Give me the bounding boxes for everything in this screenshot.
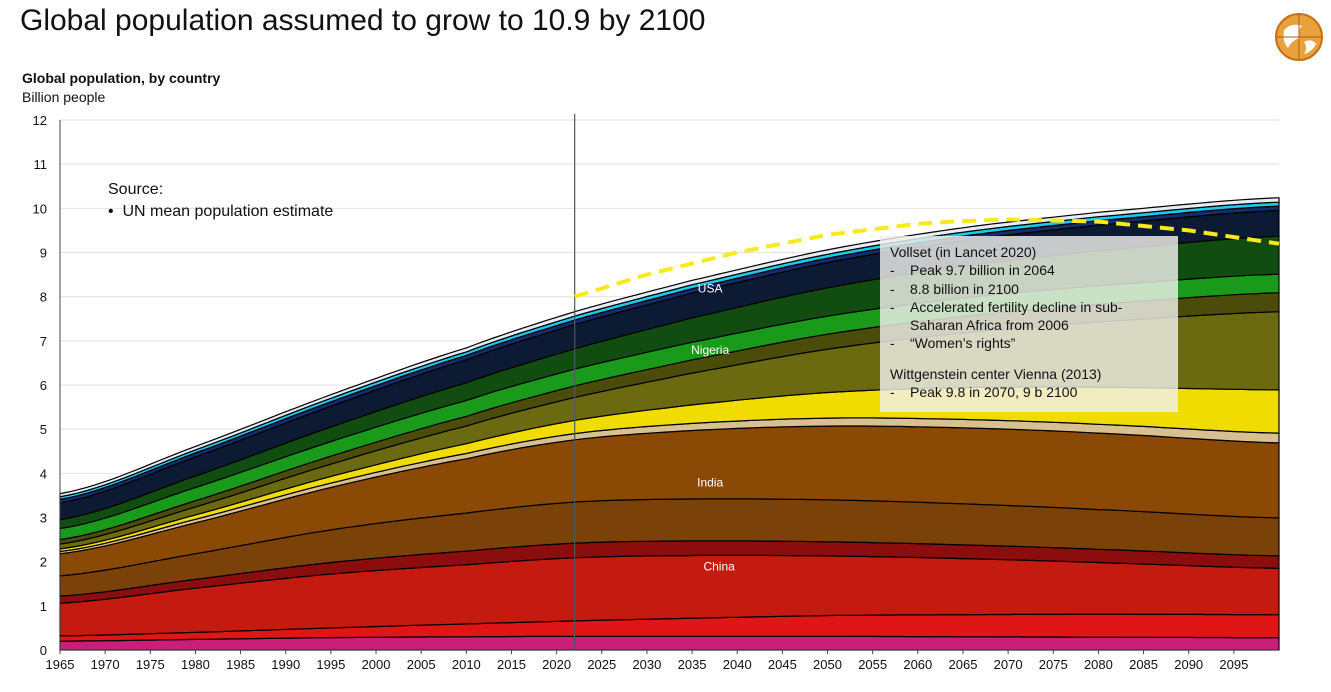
y-tick-label: 12 [33,113,47,128]
y-tick-label: 1 [40,599,47,614]
globe-logo-icon [1275,13,1323,61]
y-tick-label: 5 [40,422,47,437]
vollset-title: Vollset (in Lancet 2020) [890,244,1037,260]
x-tick-label: 2035 [678,657,707,672]
source-bullet-text: UN mean population estimate [122,203,334,220]
vollset-item-text: Peak 9.7 billion in 2064 [910,262,1055,279]
y-tick-label: 6 [40,378,47,393]
wittgenstein-title: Wittgenstein center Vienna (2013) [890,365,1102,382]
y-tick-label: 2 [40,555,47,570]
y-tick-label: 7 [40,334,47,349]
x-tick-label: 2000 [362,657,391,672]
x-tick-label: 2060 [903,657,932,672]
x-tick-label: 2075 [1039,657,1068,672]
x-tick-label: 2005 [407,657,436,672]
area-label: China [703,560,735,574]
source-heading: Source: [108,181,164,198]
vollset-item: - “Women’s rights” [890,335,1016,352]
y-tick-label: 0 [40,643,47,658]
x-tick-label: 2010 [452,657,481,672]
x-tick-label: 2015 [497,657,526,672]
x-tick-label: 1975 [136,657,165,672]
x-tick-label: 2095 [1219,657,1248,672]
y-tick-label: 10 [33,201,47,216]
y-tick-label: 3 [40,511,47,526]
source-note: Source: • UN mean population estimate [108,179,333,223]
x-tick-label: 2070 [994,657,1023,672]
x-tick-label: 1970 [91,657,120,672]
vollset-item-text: “Women’s rights” [910,335,1016,352]
x-tick-label: 2030 [632,657,661,672]
chart-title: Global population, by country [22,70,221,86]
x-tick-label: 2085 [1129,657,1158,672]
x-tick-label: 2055 [858,657,887,672]
chart-overlays: USA Nigeria India China [574,114,1280,650]
area-series [59,197,1280,498]
y-tick-label: 8 [40,290,47,305]
x-tick-label: 1995 [316,657,345,672]
chart-ylabel: Billion people [22,89,106,105]
vollset-item: -8.8 billion in 2100 [890,280,1019,297]
x-tick-label: 2025 [587,657,616,672]
x-tick-label: 1990 [271,657,300,672]
scenario-callout: Vollset (in Lancet 2020) - Peak 9.7 billi… [880,236,1178,412]
x-tick-label: 2020 [542,657,571,672]
y-tick-label: 11 [34,157,48,172]
wittgenstein-item-text: Peak 9.8 in 2070, 9 b 2100 [910,384,1078,401]
wittgenstein-item: - Peak 9.8 in 2070, 9 b 2100 [890,384,1078,401]
y-tick-label: 9 [40,246,47,261]
area-label: India [697,476,723,490]
vollset-item: - Peak 9.7 billion in 2064 [890,262,1055,279]
area-label: Nigeria [691,343,729,357]
vollset-item: - Accelerated fertility decline in sub-Sa… [890,298,1168,335]
x-tick-label: 1985 [226,657,255,672]
vollset-item-text: Accelerated fertility decline in sub-Sah… [910,298,1123,334]
x-tick-label: 2045 [768,657,797,672]
x-tick-label: 2040 [723,657,752,672]
x-tick-label: 2065 [949,657,978,672]
x-tick-label: 1980 [181,657,210,672]
x-tick-label: 2090 [1174,657,1203,672]
x-tick-label: 2080 [1084,657,1113,672]
x-tick-label: 2050 [813,657,842,672]
page-title: Global population assumed to grow to 10.… [20,4,706,37]
area-label: USA [698,281,723,295]
x-tick-label: 1965 [46,657,75,672]
vollset-item-text: 8.8 billion in 2100 [910,280,1019,297]
y-tick-label: 4 [40,466,47,481]
source-bullet: • UN mean population estimate [108,203,334,220]
vollset-scenario-line [574,217,1280,299]
